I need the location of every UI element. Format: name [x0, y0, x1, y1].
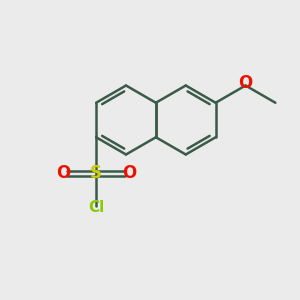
Text: O: O	[238, 74, 253, 92]
Text: O: O	[122, 164, 136, 182]
Text: S: S	[90, 164, 102, 182]
Text: Cl: Cl	[88, 200, 104, 215]
Text: O: O	[56, 164, 70, 182]
